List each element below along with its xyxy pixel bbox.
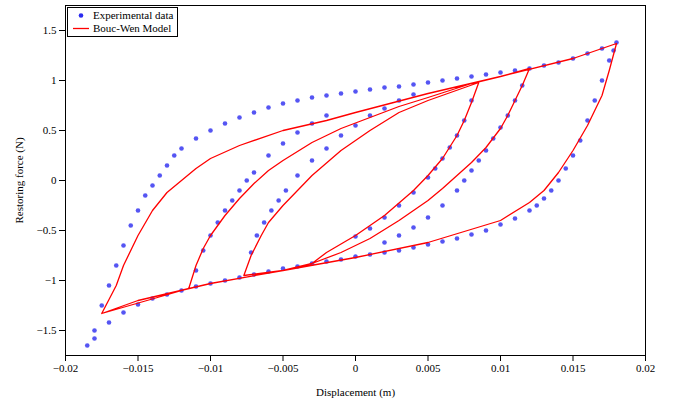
svg-text:Displacement (m): Displacement (m) <box>316 386 395 399</box>
svg-text:0.01: 0.01 <box>491 362 510 374</box>
svg-text:−1.5: −1.5 <box>37 324 57 336</box>
svg-text:−0.02: −0.02 <box>53 362 78 374</box>
html-text:Experimental data: Experimental data <box>93 9 174 21</box>
svg-text:−0.015: −0.015 <box>123 362 154 374</box>
svg-text:Restoring force (N): Restoring force (N) <box>13 137 26 223</box>
svg-text:0.005: 0.005 <box>416 362 441 374</box>
svg-text:−0.01: −0.01 <box>198 362 223 374</box>
svg-text:0.015: 0.015 <box>561 362 586 374</box>
svg-text:1: 1 <box>51 74 57 86</box>
svg-text:0: 0 <box>353 362 359 374</box>
html-text:Bouc-Wen Model: Bouc-Wen Model <box>93 22 172 34</box>
svg-text:0: 0 <box>51 174 57 186</box>
svg-text:1.5: 1.5 <box>43 24 57 36</box>
svg-text:−0.5: −0.5 <box>37 224 57 236</box>
svg-text:0.5: 0.5 <box>43 124 57 136</box>
svg-text:−1: −1 <box>45 274 57 286</box>
svg-text:−0.005: −0.005 <box>268 362 299 374</box>
svg-text:0.02: 0.02 <box>636 362 655 374</box>
